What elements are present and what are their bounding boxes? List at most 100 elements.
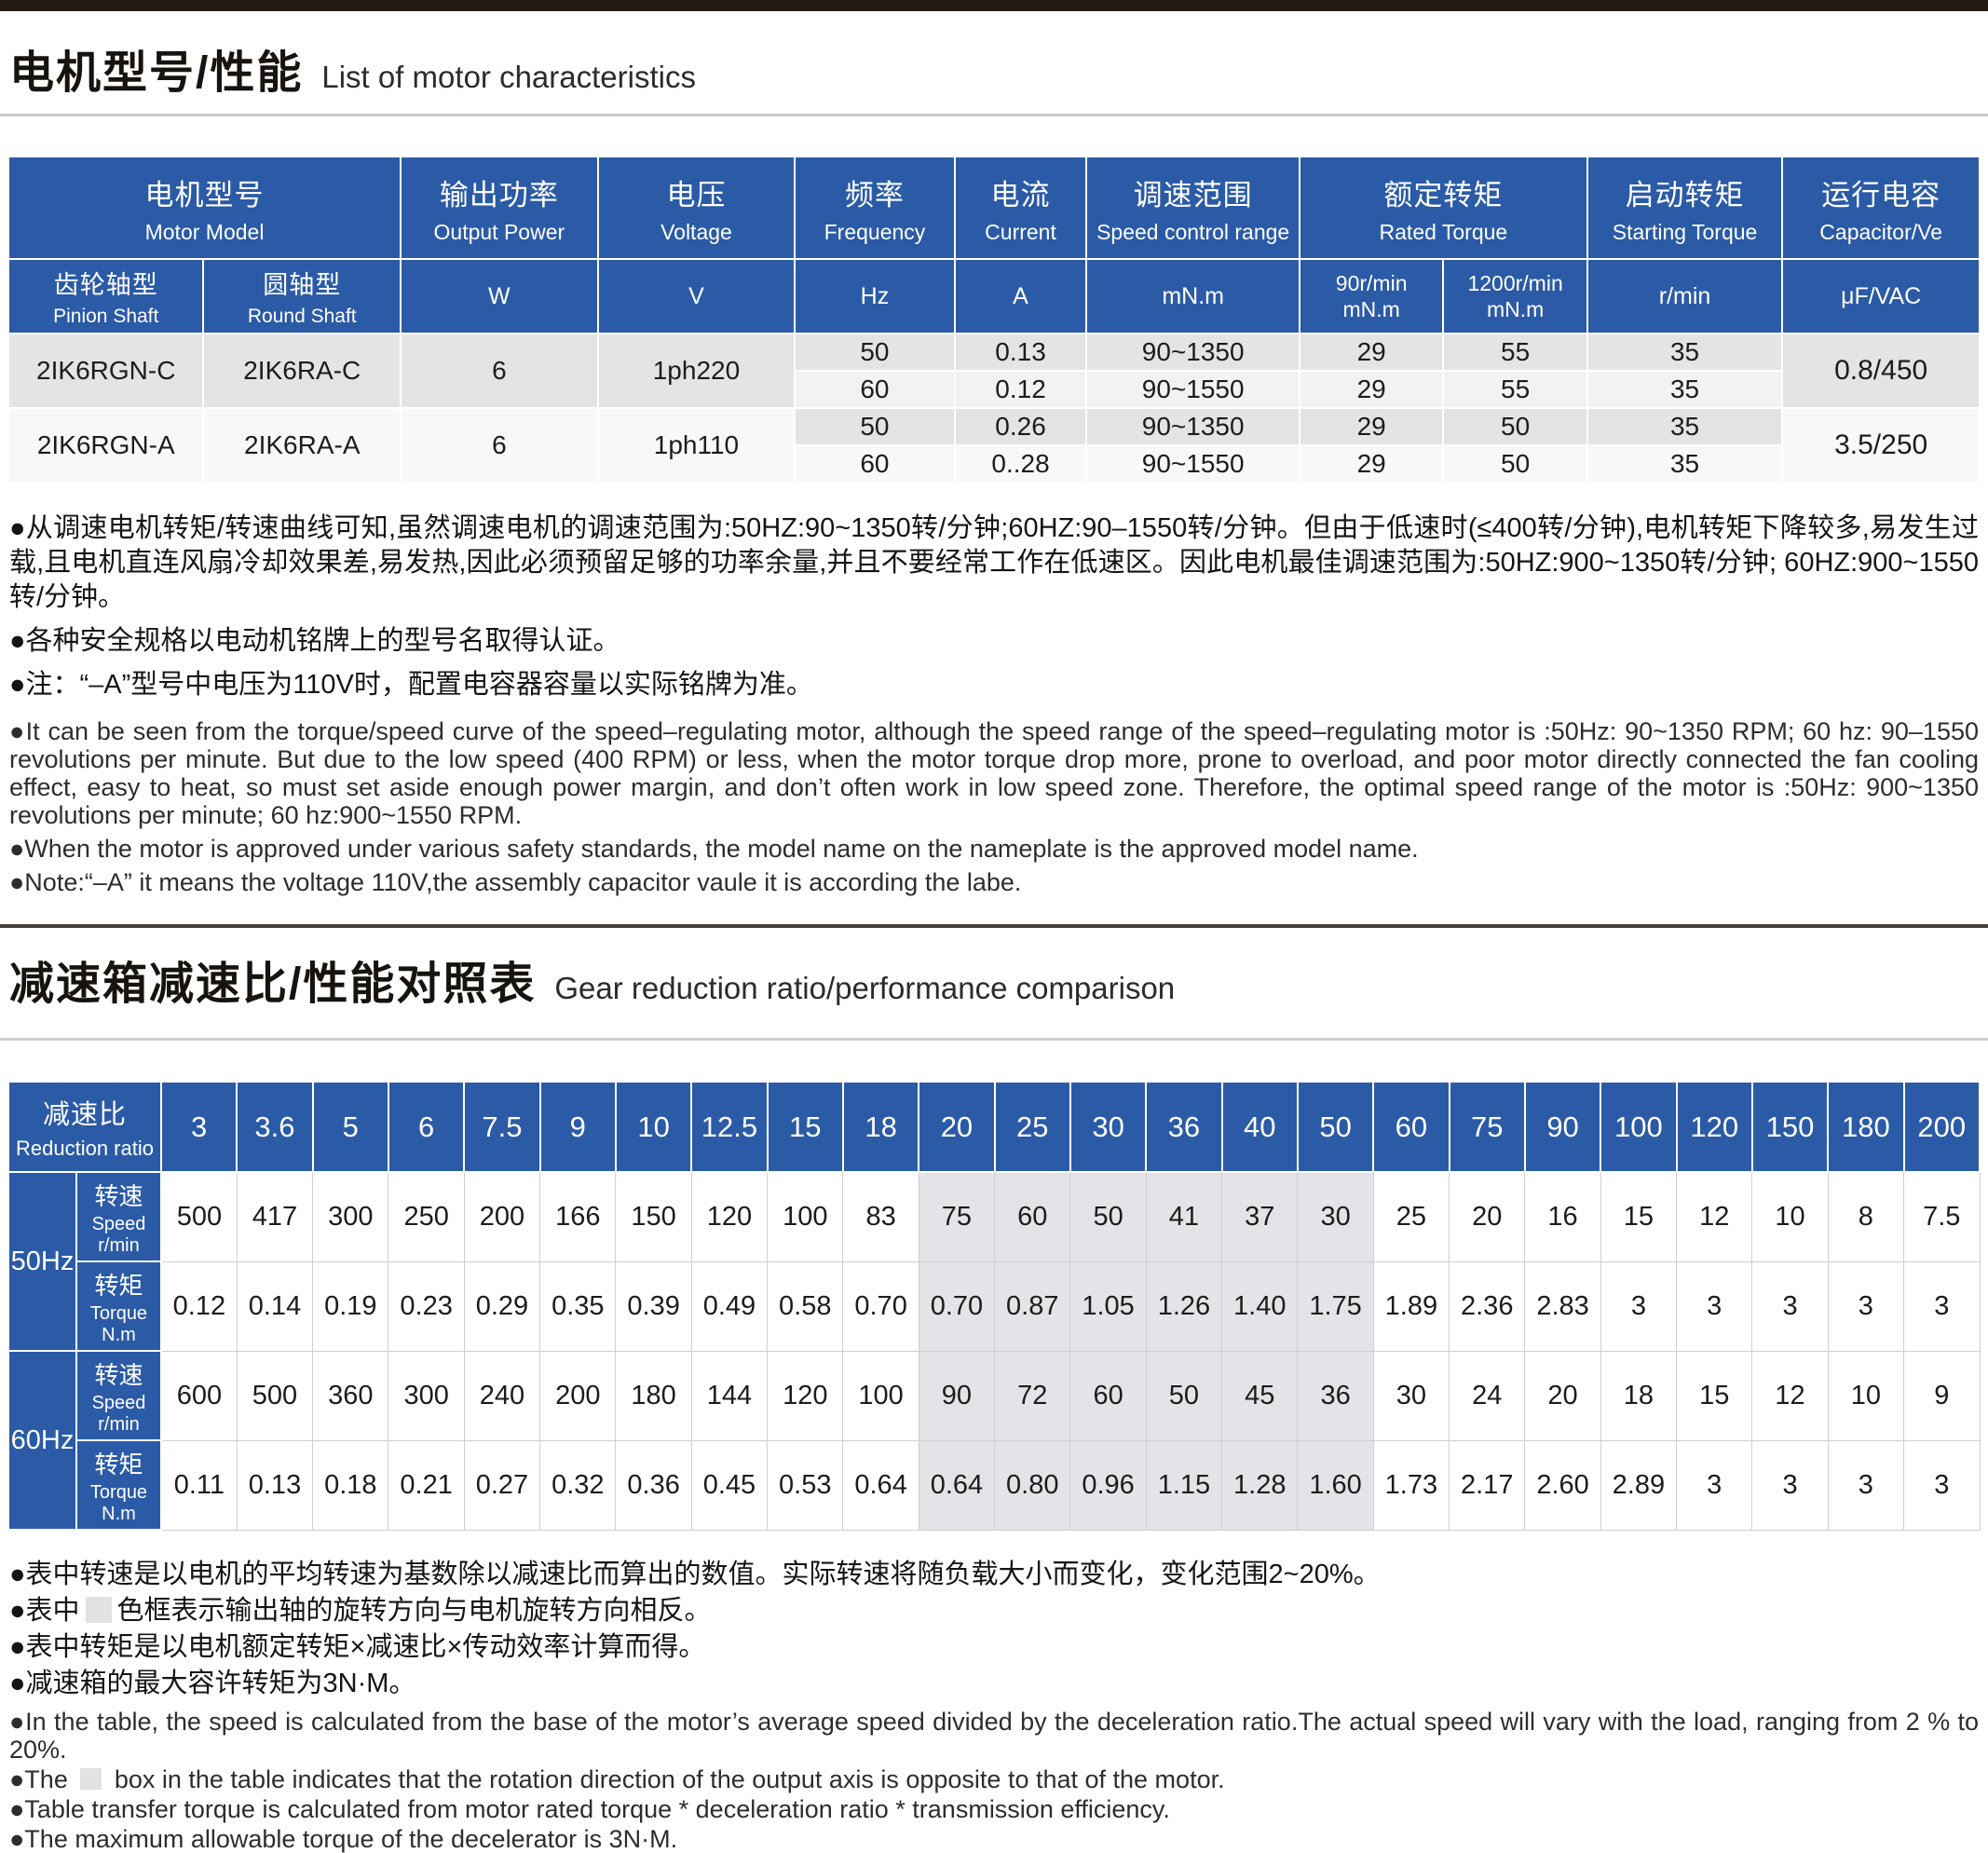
reverse-direction-legend-box — [85, 1597, 112, 1623]
cell-hz: 50 — [794, 333, 956, 372]
header-output-power: 输出功率 Output Power — [400, 156, 599, 260]
subheader-rated-90rmin: 90r/min mN.m — [1298, 258, 1445, 334]
cell-range: 90~1350 — [1085, 407, 1300, 446]
note-item: ●When the motor is approved under variou… — [9, 835, 1419, 863]
gear-cell: 30 — [1372, 1350, 1450, 1441]
ratio-header: 36 — [1145, 1081, 1223, 1173]
cell-hz: 60 — [794, 370, 956, 409]
header-starting-torque: 启动转矩 Starting Torque — [1586, 156, 1784, 260]
ratio-header: 3.6 — [236, 1081, 314, 1173]
gear-cell: 10 — [1827, 1350, 1905, 1441]
ratio-header: 200 — [1902, 1081, 1981, 1173]
cell-pinion-model: 2IK6RGN-A — [7, 407, 205, 484]
section1-title: 电机型号/性能 List of motor characteristics — [0, 35, 1988, 101]
gear-cell: 240 — [463, 1350, 541, 1441]
motor-notes-zh: ●从调速电机转矩/转速曲线可知,虽然调速电机的调速范围为:50HZ:90~135… — [0, 511, 1988, 702]
gear-row-torque-60hz: 转矩 Torque N.m 0.11 0.13 0.18 0.21 0.27 0.32 0.… — [8, 1439, 1981, 1531]
gear-cell: 7.5 — [1903, 1171, 1981, 1262]
freq-label-50hz: 50Hz — [7, 1171, 77, 1352]
gear-cell: 0.80 — [994, 1439, 1071, 1531]
gear-cell: 1.28 — [1221, 1439, 1299, 1531]
header-reduction-ratio: 减速比 Reduction ratio — [7, 1081, 162, 1173]
gear-cell: 3 — [1676, 1260, 1753, 1352]
gear-cell: 1.05 — [1069, 1260, 1147, 1352]
cell-voltage: 1ph110 — [596, 407, 797, 484]
ratio-header: 50 — [1296, 1081, 1375, 1173]
cell-starting: 35 — [1586, 370, 1784, 409]
gear-cell: 16 — [1524, 1171, 1601, 1262]
gear-cell: 0.27 — [463, 1439, 541, 1531]
cell-current: 0.13 — [953, 333, 1088, 372]
gear-cell: 2.60 — [1524, 1439, 1601, 1531]
freq-label-60hz: 60Hz — [7, 1350, 77, 1531]
cell-power: 6 — [400, 333, 599, 409]
gear-cell: 1.26 — [1145, 1260, 1223, 1352]
cell-pinion-model: 2IK6RGN-C — [7, 333, 205, 409]
gear-cell: 41 — [1145, 1171, 1223, 1262]
gear-cell: 150 — [615, 1171, 692, 1262]
gear-cell: 500 — [160, 1171, 238, 1262]
gear-cell: 0.39 — [615, 1260, 692, 1352]
gear-notes-zh: ●表中转速是以电机的平均转速为基数除以减速比而算出的数值。实际转速将随负载大小而… — [0, 1560, 1988, 1698]
cell-current: 0.26 — [953, 407, 1088, 446]
cell-hz: 50 — [794, 407, 956, 446]
gear-cell: 1.40 — [1221, 1260, 1299, 1352]
gear-row-torque-50hz: 转矩 Torque N.m 0.12 0.14 0.19 0.23 0.29 0.35 0.… — [8, 1260, 1981, 1352]
gear-cell: 1.75 — [1297, 1260, 1374, 1352]
cell-round-model: 2IK6RA-C — [202, 333, 402, 409]
subheader-unit-mnm: mN.m — [1085, 258, 1300, 334]
header-voltage: 电压 Voltage — [596, 156, 797, 260]
gear-cell: 15 — [1676, 1350, 1753, 1441]
note-item: ●It can be seen from the torque/speed cu… — [9, 717, 1979, 829]
subheader-pinion-shaft: 齿轮轴型 Pinion Shaft — [7, 258, 205, 334]
gear-cell: 75 — [918, 1171, 996, 1262]
gear-cell: 0.70 — [918, 1260, 996, 1352]
ratio-header: 5 — [311, 1081, 389, 1173]
gear-cell: 100 — [767, 1171, 844, 1262]
note-item: ●Note:“–A” it means the voltage 110V,the… — [9, 868, 1022, 896]
subheader-unit-hz: Hz — [794, 258, 956, 334]
gear-notes-en: ●In the table, the speed is calculated f… — [0, 1708, 1988, 1853]
motor-table: 电机型号 Motor Model 输出功率 Output Power 电压 Vo… — [7, 156, 1981, 484]
gear-cell: 250 — [388, 1171, 465, 1262]
gear-cell: 1.60 — [1297, 1439, 1374, 1531]
gear-cell: 0.23 — [388, 1260, 465, 1352]
section2-title-zh: 减速箱减速比/性能对照表 — [9, 960, 537, 1009]
section2-top-divider — [0, 924, 1988, 928]
gear-cell: 0.12 — [160, 1260, 238, 1352]
section2-divider — [0, 1038, 1988, 1041]
gear-cell: 0.18 — [312, 1439, 389, 1531]
gear-cell: 0.53 — [767, 1439, 844, 1531]
gear-cell: 0.19 — [312, 1260, 389, 1352]
section2-title: 减速箱减速比/性能对照表 Gear reduction ratio/perfor… — [0, 947, 1988, 1012]
cell-capacitor: 3.5/250 — [1781, 407, 1981, 484]
cell-rated1200: 55 — [1442, 333, 1588, 372]
gear-row-speed-60hz: 60Hz 转速 Speed r/min 600 500 360 300 240 200 18… — [7, 1350, 1981, 1531]
cell-capacitor: 0.8/450 — [1781, 333, 1981, 409]
gear-row-speed-50hz: 50Hz 转速 Speed r/min 500 417 300 250 200 166 15… — [7, 1171, 1981, 1352]
cell-hz: 60 — [794, 444, 956, 484]
motor-table-header-row: 电机型号 Motor Model 输出功率 Output Power 电压 Vo… — [7, 156, 1981, 260]
gear-cell: 72 — [994, 1350, 1071, 1441]
gear-cell: 50 — [1069, 1171, 1147, 1262]
motor-row-c-50hz: 2IK6RGN-C 2IK6RA-C 6 1ph220 50 0.13 90~1… — [7, 333, 1981, 409]
gear-cell: 0.32 — [539, 1439, 617, 1531]
gear-cell: 2.36 — [1449, 1260, 1526, 1352]
gear-cell: 12 — [1676, 1171, 1753, 1262]
gear-cell: 0.13 — [236, 1439, 314, 1531]
gear-cell: 0.21 — [388, 1439, 465, 1531]
gear-cell: 360 — [312, 1350, 389, 1441]
gear-cell: 0.29 — [463, 1260, 541, 1352]
note-item: ●从调速电机转矩/转速曲线可知,虽然调速电机的调速范围为:50HZ:90~135… — [9, 513, 1979, 612]
gear-cell: 417 — [236, 1171, 314, 1262]
header-motor-model-en: Motor Model — [144, 219, 265, 244]
section2-title-en: Gear reduction ratio/performance compari… — [554, 971, 1176, 1005]
gear-cell: 9 — [1903, 1350, 1981, 1441]
note-item: ●各种安全规格以电动机铭牌上的型号名取得认证。 — [9, 626, 620, 656]
gear-cell: 0.64 — [842, 1439, 919, 1531]
gear-cell: 1.73 — [1372, 1439, 1450, 1531]
cell-rated90: 29 — [1298, 333, 1445, 372]
header-motor-model-zh: 电机型号 — [144, 178, 265, 211]
gear-cell: 100 — [842, 1350, 919, 1441]
note-item: ●表中 色框表示输出轴的旋转方向与电机旋转方向相反。 — [9, 1596, 712, 1626]
